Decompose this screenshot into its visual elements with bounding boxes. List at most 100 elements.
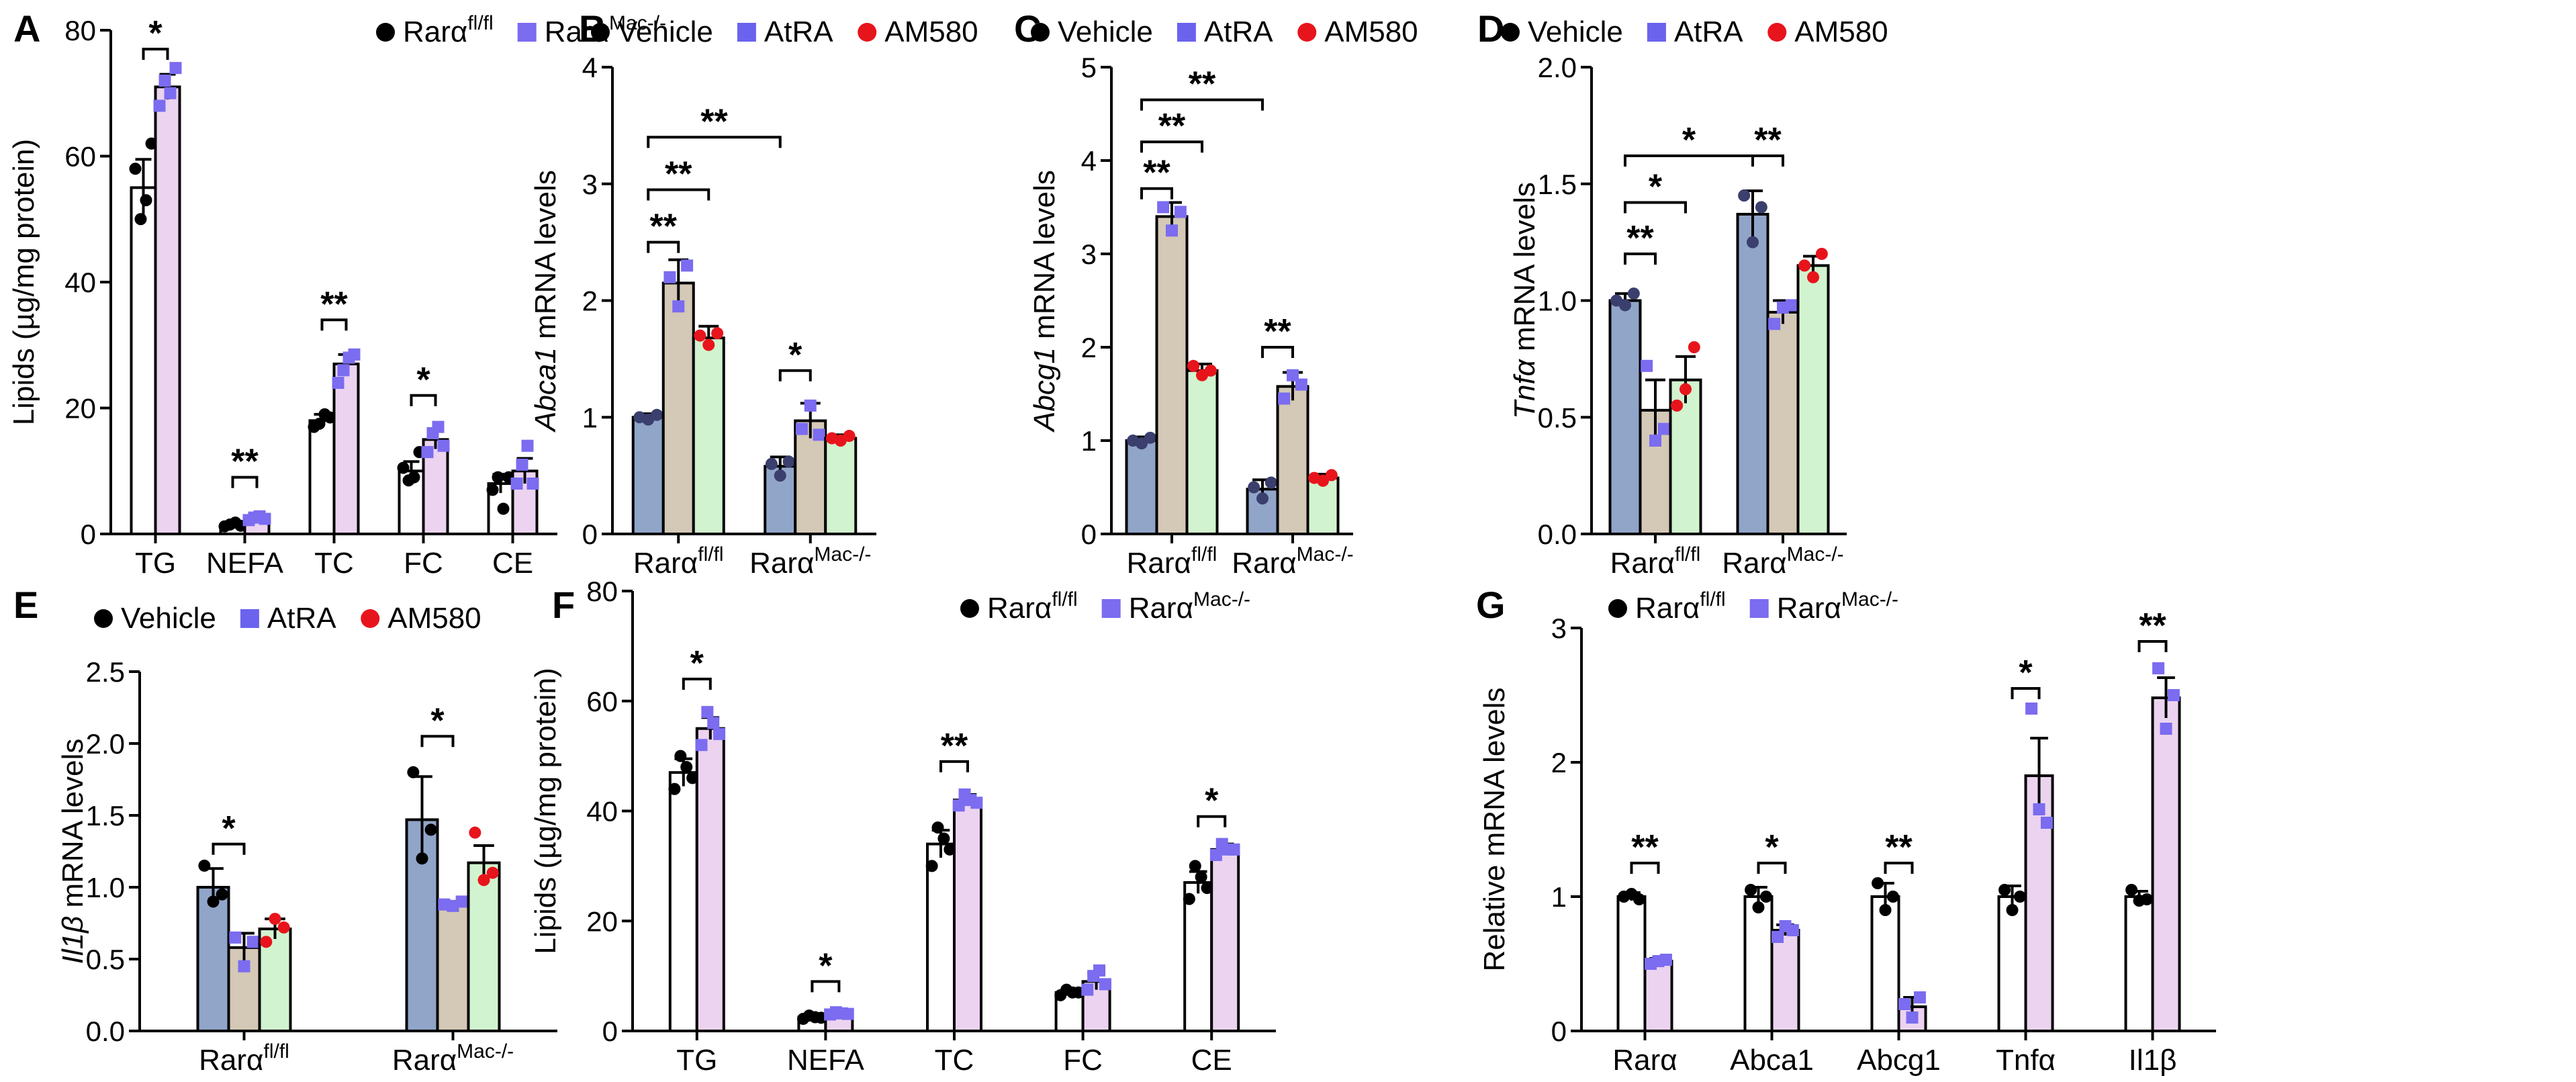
data-point xyxy=(1680,383,1692,396)
data-point xyxy=(2140,893,2153,905)
legend-marker xyxy=(1647,23,1666,42)
legend-marker xyxy=(858,23,877,42)
significance-label: * xyxy=(430,701,445,740)
data-point xyxy=(668,782,681,795)
bar xyxy=(824,437,858,536)
data-point xyxy=(841,1007,854,1020)
bracket-line xyxy=(1140,187,1173,199)
data-point xyxy=(970,797,983,809)
significance-bracket: * xyxy=(778,336,812,381)
significance-label: ** xyxy=(1885,828,1913,867)
y-axis-label-text: Relative mRNA levels xyxy=(1478,687,1511,971)
x-tick-label: RarαMac-/- xyxy=(392,1040,514,1077)
significance-label: * xyxy=(1205,782,1219,821)
significance-label: ** xyxy=(1158,107,1186,146)
panel-letter: G xyxy=(1476,584,1506,626)
y-tick-label: 40 xyxy=(586,796,618,827)
bar xyxy=(1616,895,1647,1032)
data-point xyxy=(510,478,523,490)
data-point xyxy=(782,455,795,468)
bar xyxy=(1743,895,1774,1032)
data-point xyxy=(1278,392,1291,405)
data-point xyxy=(1264,476,1277,489)
x-tick-label: FC xyxy=(1063,1044,1103,1077)
bar xyxy=(668,771,698,1032)
data-point xyxy=(1195,870,1207,883)
bracket-line xyxy=(410,394,437,406)
legend-label: RarαMac-/- xyxy=(1777,588,1898,625)
legend-marker xyxy=(376,23,395,42)
series-1 xyxy=(1639,299,1800,536)
data-point xyxy=(1248,481,1260,494)
significance-bracket: ** xyxy=(1140,154,1173,199)
bracket-line xyxy=(420,735,455,748)
legend-marker xyxy=(94,609,113,628)
bar xyxy=(2151,696,2181,1032)
data-point xyxy=(526,478,539,490)
y-tick-label: 20 xyxy=(586,905,618,937)
significance-label: * xyxy=(148,14,163,53)
series-1 xyxy=(1155,201,1309,535)
bar xyxy=(1870,895,1900,1032)
data-point xyxy=(1228,843,1240,856)
data-point xyxy=(804,399,817,412)
x-tick-label-sup: fl/fl xyxy=(698,543,723,566)
y-axis-label-text: mRNA levels xyxy=(1028,170,1061,347)
bar xyxy=(692,336,725,535)
data-point xyxy=(795,422,808,435)
bar xyxy=(1997,895,2027,1032)
y-tick-label: 0 xyxy=(81,519,96,550)
data-point xyxy=(424,823,437,836)
bar xyxy=(1276,385,1309,535)
data-point xyxy=(686,772,699,784)
y-tick-label: 3 xyxy=(1551,613,1567,644)
significance-bracket: ** xyxy=(1884,828,1914,874)
bracket-line xyxy=(1624,253,1657,265)
legend-label-base: Rarα xyxy=(987,592,1052,625)
data-point xyxy=(944,843,956,856)
bar xyxy=(1185,369,1219,535)
panel-letter: A xyxy=(13,7,40,50)
x-tick-label: Rarαfl/fl xyxy=(633,543,724,580)
data-point xyxy=(1287,369,1299,381)
significance-label: ** xyxy=(2139,606,2166,645)
data-point xyxy=(711,327,724,340)
x-tick-label-base: Rarα xyxy=(633,547,698,580)
significance-bracket: ** xyxy=(1624,219,1657,265)
bar xyxy=(154,85,181,535)
data-point xyxy=(2152,662,2165,674)
data-point xyxy=(2125,884,2138,896)
data-point xyxy=(680,761,693,773)
bracket-line xyxy=(1630,862,1660,874)
significance-label: * xyxy=(1682,121,1696,160)
y-tick-label: 60 xyxy=(64,141,96,173)
data-point xyxy=(477,874,490,887)
data-point xyxy=(269,913,281,926)
x-tick-label: RarαMac-/- xyxy=(1722,543,1843,580)
y-tick-label: 0.0 xyxy=(86,1016,125,1047)
x-tick-label-sup: Mac-/- xyxy=(1787,543,1844,566)
data-point xyxy=(1144,431,1156,444)
series-1 xyxy=(227,895,470,1033)
significance-label: * xyxy=(1649,168,1663,207)
data-point xyxy=(260,936,273,948)
x-tick-label: TC xyxy=(314,547,354,580)
legend-marker xyxy=(1749,599,1769,618)
data-point xyxy=(1627,287,1640,300)
data-point xyxy=(2160,723,2172,735)
data-point xyxy=(707,717,720,729)
x-tick-label: FC xyxy=(404,547,443,580)
significance-bracket: ** xyxy=(1140,107,1203,153)
significance-label: ** xyxy=(700,102,728,141)
y-tick-label: 80 xyxy=(64,15,96,46)
x-tick-label: Il1β xyxy=(2129,1044,2177,1077)
x-tick-label: Rarα xyxy=(1612,1044,1677,1077)
x-tick-label-base: Rarα xyxy=(749,547,814,580)
significance-label: ** xyxy=(941,727,968,766)
data-point xyxy=(469,826,481,839)
bar xyxy=(436,903,470,1033)
bracket-line xyxy=(647,188,710,201)
data-point xyxy=(134,213,147,226)
y-tick-label: 80 xyxy=(586,576,618,607)
y-tick-label: 2.5 xyxy=(86,656,125,688)
